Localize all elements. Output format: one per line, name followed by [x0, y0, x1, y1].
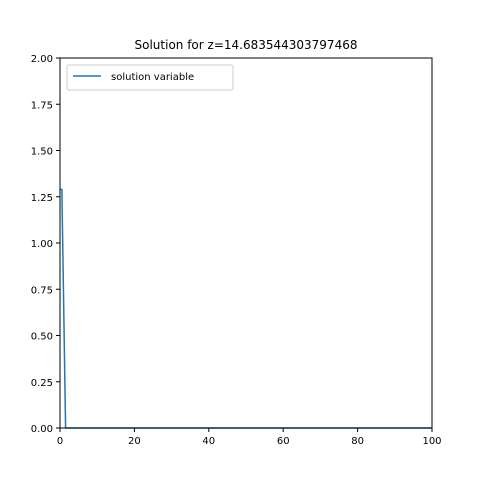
y-tick-label: 1.00: [31, 239, 53, 250]
x-tick-label: 0: [57, 436, 63, 447]
y-tick-label: 2.00: [31, 54, 53, 65]
y-tick-label: 1.25: [31, 193, 53, 204]
x-tick-label: 100: [422, 436, 441, 447]
x-tick-label: 40: [202, 436, 215, 447]
y-tick-label: 1.75: [31, 100, 53, 111]
x-tick-label: 60: [277, 436, 290, 447]
x-tick-label: 80: [351, 436, 364, 447]
y-tick-label: 0.25: [31, 378, 53, 389]
chart-title: Solution for z=14.683544303797468: [135, 38, 358, 52]
y-tick-label: 0.75: [31, 285, 53, 296]
y-tick-label: 0.50: [31, 332, 53, 343]
legend: solution variable: [66, 64, 234, 91]
x-tick-label: 20: [128, 436, 141, 447]
legend-box: [66, 64, 234, 91]
y-tick-label: 1.50: [31, 147, 53, 158]
y-axis: 0.00 0.25 0.50 0.75 1.00 1.25 1.50 1.75 2.00: [31, 54, 60, 435]
axes-frame: [59, 57, 433, 429]
legend-label: solution variable: [111, 72, 194, 83]
y-tick-label: 0.00: [31, 424, 53, 435]
